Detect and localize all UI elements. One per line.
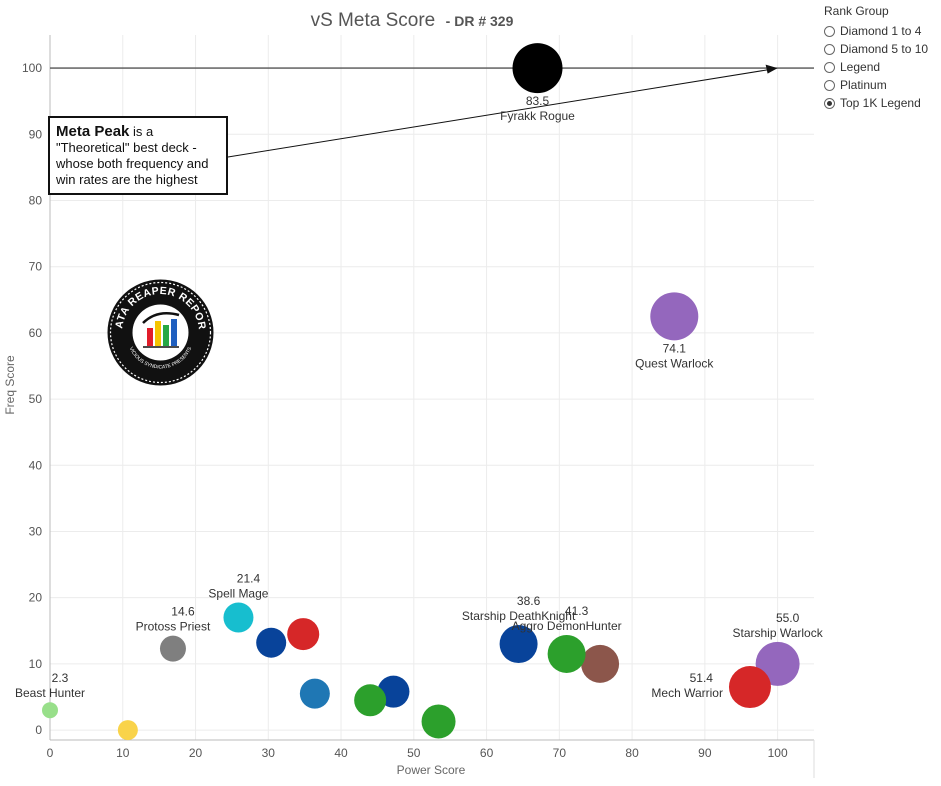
data-name-label: Protoss Priest	[136, 620, 211, 634]
radio-icon[interactable]	[824, 43, 835, 55]
legend-title: Rank Group	[824, 4, 889, 18]
data-point[interactable]	[421, 704, 456, 739]
data-name-label: Beast Hunter	[15, 686, 85, 700]
data-point[interactable]	[547, 634, 586, 673]
y-tick-label: 20	[29, 591, 43, 605]
data-point[interactable]	[42, 702, 58, 719]
data-point[interactable]	[499, 625, 538, 664]
data-point[interactable]	[256, 627, 287, 658]
data-point[interactable]	[512, 43, 563, 94]
radio-icon[interactable]	[824, 97, 835, 109]
data-value-label: 55.0	[776, 611, 800, 625]
data-value-label: 38.6	[517, 594, 541, 608]
y-axis-label: Freq Score	[3, 355, 17, 415]
y-tick-label: 60	[29, 326, 43, 340]
chart-title: vS Meta Score - DR # 329	[311, 10, 514, 31]
data-value-label: 14.6	[171, 605, 195, 619]
data-point[interactable]	[354, 684, 387, 717]
y-tick-label: 70	[29, 260, 43, 274]
y-tick-label: 90	[29, 127, 43, 141]
annotation-arrow-line	[227, 69, 770, 158]
rank-option-4[interactable]: Top 1K Legend	[824, 94, 941, 112]
x-tick-label: 100	[768, 746, 788, 760]
y-tick-label: 40	[29, 458, 43, 472]
data-value-label: 41.3	[565, 604, 589, 618]
data-point[interactable]	[223, 602, 254, 633]
data-value-label: 51.4	[690, 671, 714, 685]
data-value-label: 21.4	[237, 572, 261, 586]
data-name-label: Starship Warlock	[732, 626, 823, 640]
data-name-label: Mech Warrior	[651, 686, 723, 700]
data-name-label: Quest Warlock	[635, 356, 714, 370]
chart-title-main: vS Meta Score	[311, 10, 436, 31]
rank-option-1[interactable]: Diamond 5 to 10	[824, 40, 941, 58]
data-name-label: Spell Mage	[208, 587, 268, 601]
plot-area: 0 10 20 30 40 50 60 70 80 90 100 0 10 20 30 40 50 60 70 80 9…	[15, 35, 824, 778]
rank-option-0[interactable]: Diamond 1 to 4	[824, 22, 941, 40]
data-point[interactable]	[117, 720, 138, 741]
data-point[interactable]	[159, 635, 186, 662]
data-point[interactable]	[287, 618, 320, 651]
data-name-label: Aggro DemonHunter	[512, 619, 622, 633]
radio-icon[interactable]	[824, 61, 835, 73]
rank-option-label: Platinum	[840, 78, 887, 92]
data-value-label: 74.1	[663, 341, 687, 355]
x-tick-label: 70	[553, 746, 567, 760]
x-axis-label: Power Score	[397, 763, 466, 777]
rank-option-label: Diamond 1 to 4	[840, 24, 922, 38]
data-reaper-report-logo: DATA REAPER REPORT VICIOUS SYNDICATE PRE…	[107, 279, 214, 386]
radio-icon[interactable]	[824, 25, 835, 37]
annotation-arrow-head	[765, 64, 778, 74]
x-tick-label: 80	[625, 746, 639, 760]
data-point[interactable]	[728, 666, 771, 709]
rank-option-label: Diamond 5 to 10	[840, 42, 929, 56]
data-name-label: Starship DeathKnight	[462, 609, 576, 623]
data-value-label: 83.5	[526, 94, 550, 108]
rank-option-3[interactable]: Platinum	[824, 76, 941, 94]
x-tick-label: 90	[698, 746, 712, 760]
annotation-text: is a "Theoretical" best deck - whose bot…	[56, 124, 209, 187]
y-tick-label: 0	[35, 723, 42, 737]
rank-option-2[interactable]: Legend	[824, 58, 941, 76]
y-tick-label: 50	[29, 392, 43, 406]
y-tick-label: 80	[29, 193, 43, 207]
legend-options: Diamond 1 to 4 Diamond 5 to 10 Legend Plati…	[824, 22, 941, 112]
chart-subtitle: - DR # 329	[446, 13, 514, 29]
data-point[interactable]	[650, 292, 699, 341]
data-value-label: 2.3	[52, 671, 69, 685]
rank-option-label: Top 1K Legend	[840, 96, 921, 110]
data-point[interactable]	[581, 644, 620, 683]
y-tick-label: 100	[22, 61, 42, 75]
y-tick-label: 10	[29, 657, 43, 671]
x-tick-label: 0	[47, 746, 54, 760]
x-tick-label: 20	[189, 746, 203, 760]
x-tick-label: 50	[407, 746, 421, 760]
y-tick-label: 30	[29, 524, 43, 538]
meta-peak-annotation: Meta Peak is a "Theoretical" best deck -…	[48, 116, 228, 195]
x-tick-label: 60	[480, 746, 494, 760]
x-tick-label: 10	[116, 746, 130, 760]
data-point[interactable]	[299, 678, 330, 709]
radio-icon[interactable]	[824, 79, 835, 91]
x-tick-label: 40	[334, 746, 348, 760]
rank-group-legend: Rank Group Diamond 1 to 4 Diamond 5 to 10…	[824, 4, 941, 112]
rank-option-label: Legend	[840, 60, 881, 74]
data-name-label: Fyrakk Rogue	[500, 109, 575, 123]
x-tick-label: 30	[262, 746, 276, 760]
annotation-bold-text: Meta Peak	[56, 123, 130, 140]
